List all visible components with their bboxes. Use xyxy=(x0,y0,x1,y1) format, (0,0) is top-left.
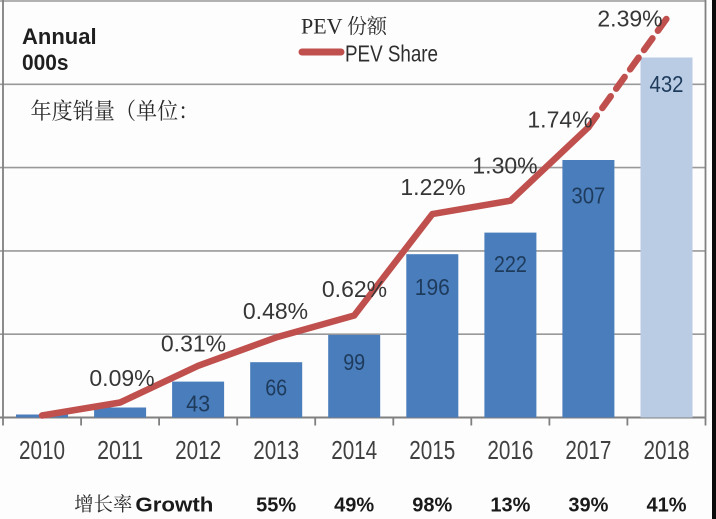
svg-text:49%: 49% xyxy=(334,495,374,517)
svg-text:000s: 000s xyxy=(22,50,69,75)
svg-text:2012: 2012 xyxy=(175,437,221,465)
svg-text:55%: 55% xyxy=(256,495,296,517)
svg-text:0.09%: 0.09% xyxy=(89,365,154,391)
svg-text:39%: 39% xyxy=(568,495,608,517)
svg-text:2015: 2015 xyxy=(409,437,455,465)
svg-text:2.39%: 2.39% xyxy=(597,6,662,32)
svg-text:2016: 2016 xyxy=(487,437,533,465)
svg-text:2017: 2017 xyxy=(565,437,611,465)
svg-text:307: 307 xyxy=(571,183,605,209)
svg-text:0.62%: 0.62% xyxy=(322,276,387,302)
svg-text:98%: 98% xyxy=(412,495,452,517)
svg-text:99: 99 xyxy=(343,349,365,375)
svg-text:43: 43 xyxy=(186,391,210,417)
svg-text:2011: 2011 xyxy=(97,437,143,465)
svg-text:PEV: PEV xyxy=(301,14,343,39)
svg-text:1.22%: 1.22% xyxy=(400,174,465,200)
svg-text:Growth: Growth xyxy=(135,494,213,517)
svg-text:1.30%: 1.30% xyxy=(472,153,537,179)
svg-text:41%: 41% xyxy=(646,495,686,517)
svg-text:2018: 2018 xyxy=(644,437,690,465)
svg-text:2014: 2014 xyxy=(331,437,377,465)
svg-text:0.31%: 0.31% xyxy=(161,331,226,357)
svg-text:13%: 13% xyxy=(490,495,530,517)
svg-text:0.48%: 0.48% xyxy=(243,298,308,324)
svg-text:1.74%: 1.74% xyxy=(527,107,592,133)
svg-text:2010: 2010 xyxy=(19,437,65,465)
svg-text:432: 432 xyxy=(650,71,684,97)
svg-text:222: 222 xyxy=(494,251,527,277)
svg-text:Annual: Annual xyxy=(22,24,97,49)
svg-text:66: 66 xyxy=(265,375,287,401)
svg-text:196: 196 xyxy=(415,274,450,300)
svg-text:PEV Share: PEV Share xyxy=(345,41,438,67)
svg-text:2013: 2013 xyxy=(253,437,299,465)
